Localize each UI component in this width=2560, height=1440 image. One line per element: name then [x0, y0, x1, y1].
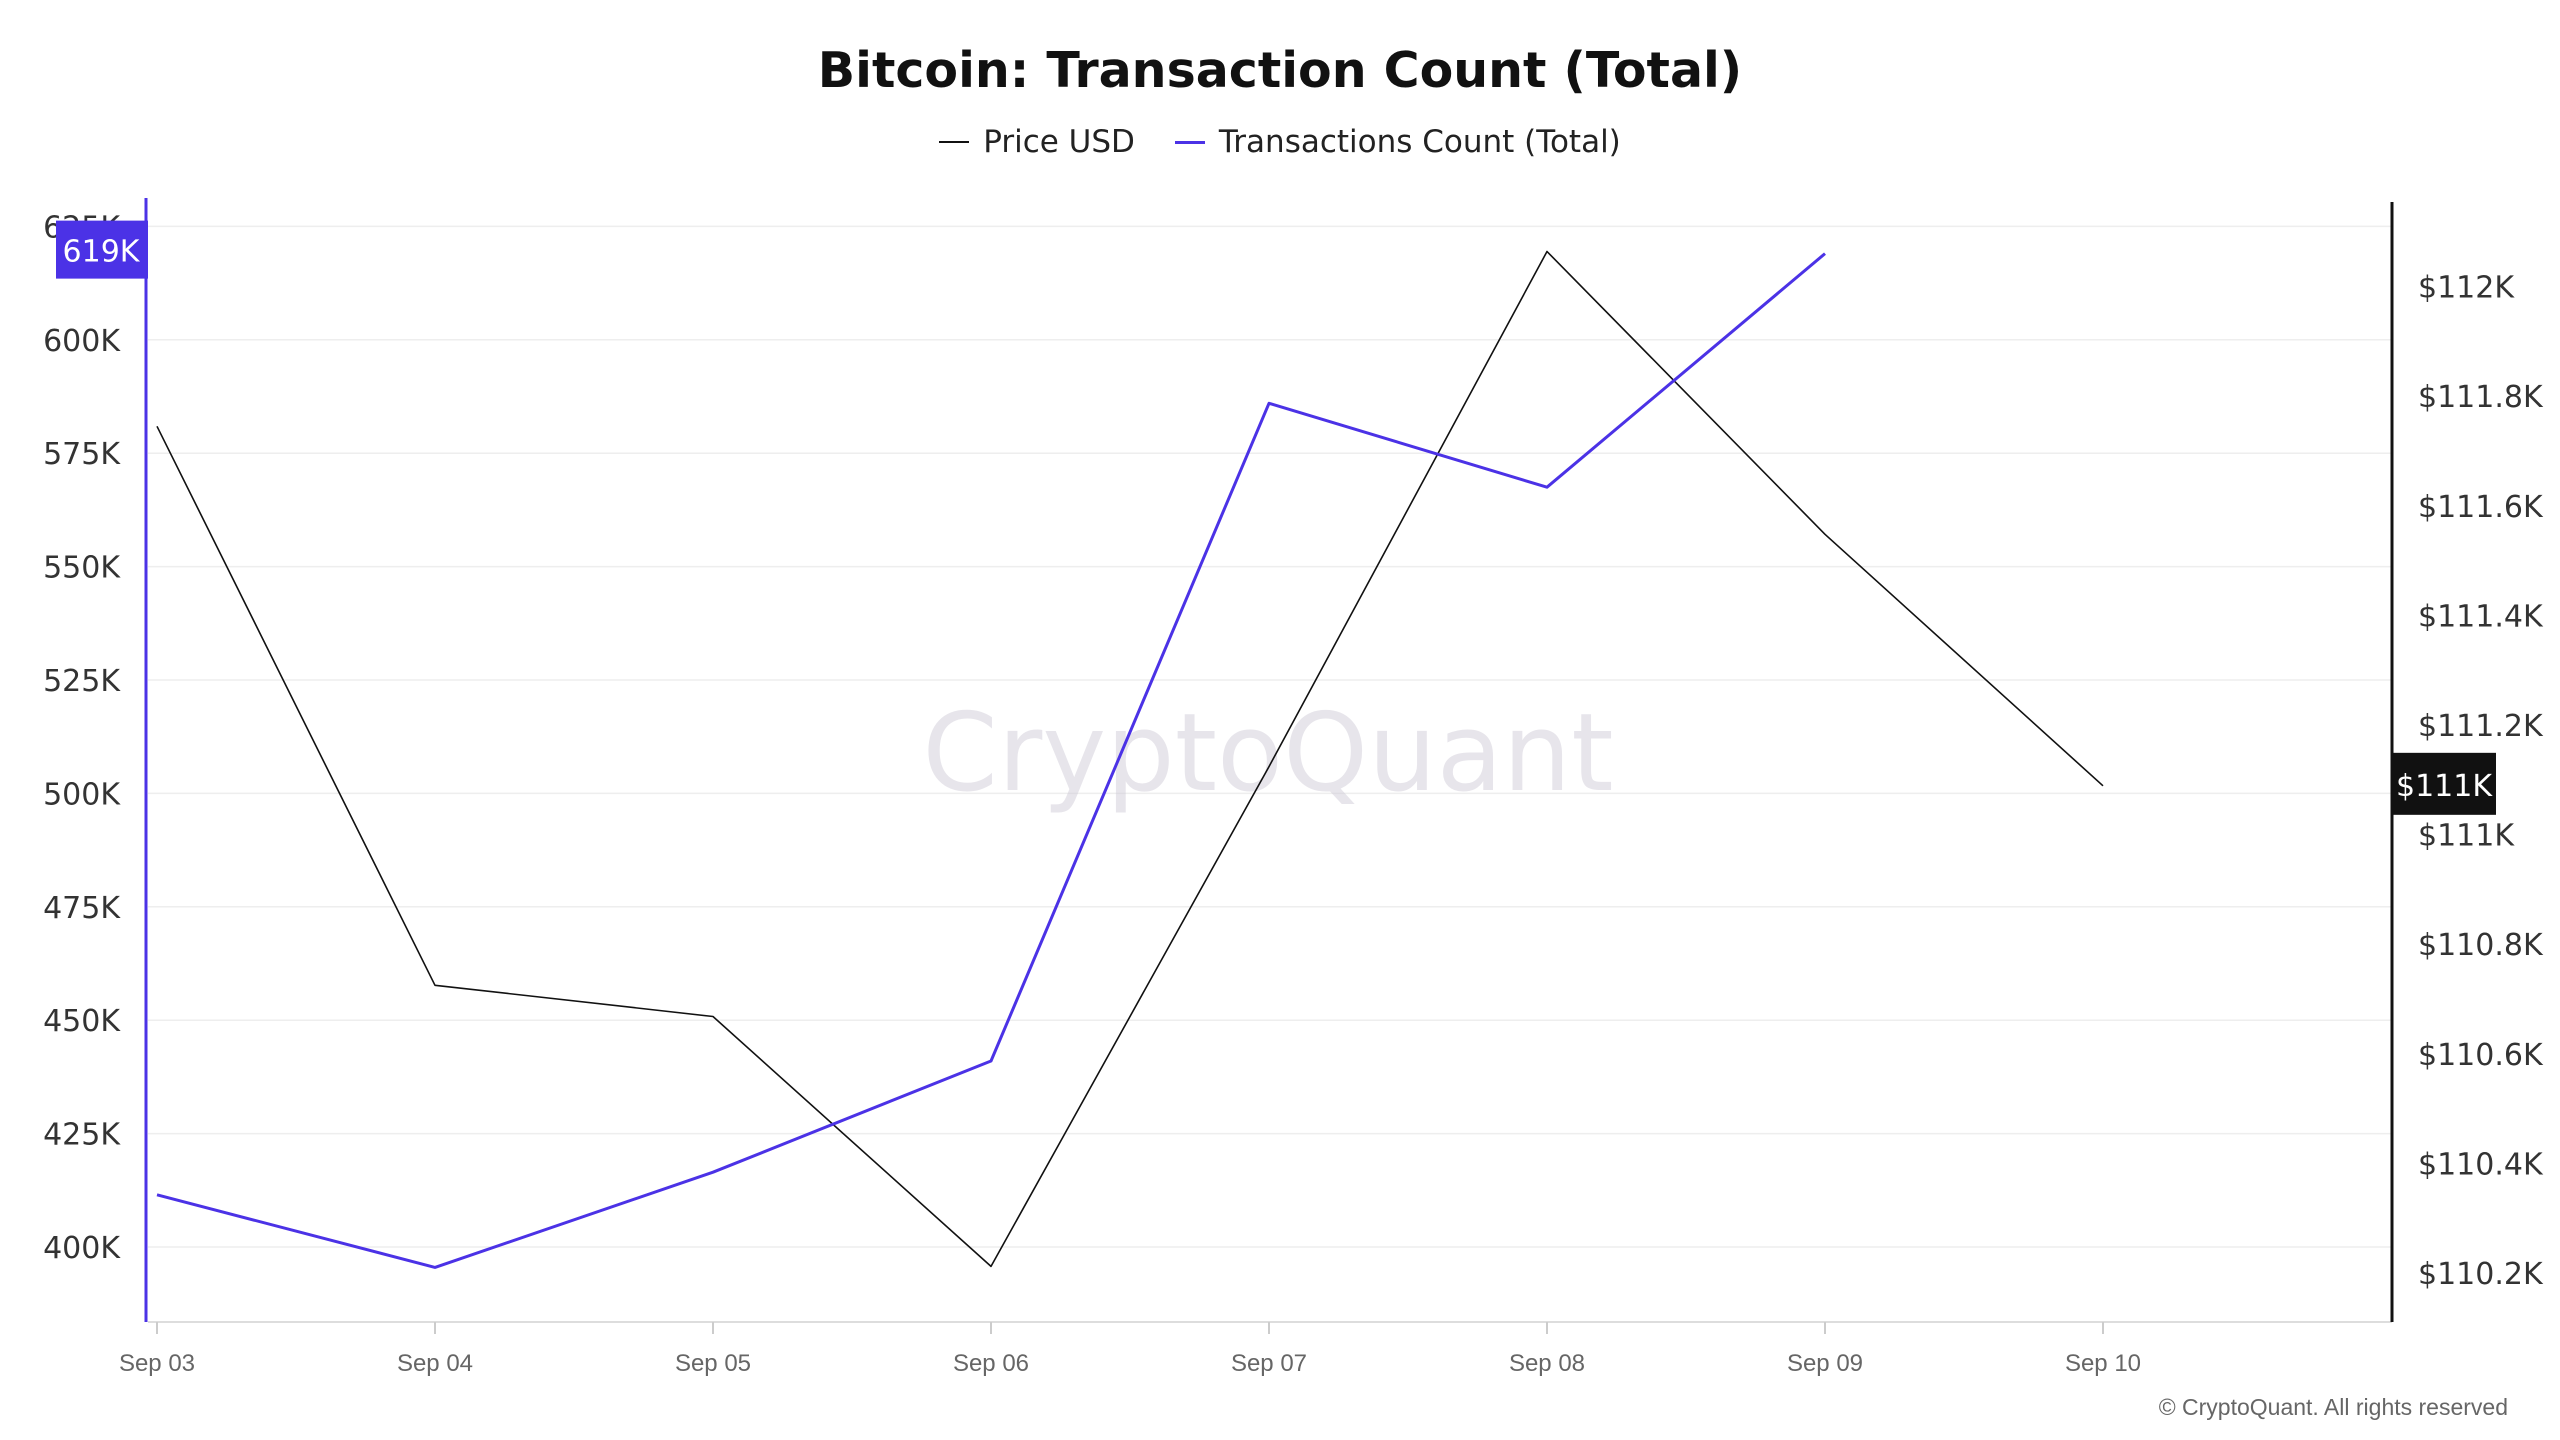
y-right-tick-label: $110.4K: [2418, 1147, 2544, 1182]
y-left-tick-label: 550K: [43, 551, 121, 586]
y-left-tick-label: 400K: [43, 1231, 121, 1266]
y-right-tick-label: $110.6K: [2418, 1038, 2544, 1073]
y-right-tick-label: $111.2K: [2418, 709, 2544, 744]
y-right-tick-label: $111K: [2418, 819, 2515, 854]
legend-swatch-transactions: [1174, 140, 1205, 144]
legend-label-transactions: Transactions Count (Total): [1218, 124, 1621, 160]
y-right-tick-label: $111.6K: [2418, 490, 2544, 525]
x-tick-label: Sep 10: [2065, 1350, 2141, 1377]
y-right-current-value-badge: $111K: [2396, 769, 2493, 804]
y-left-tick-label: 450K: [43, 1004, 121, 1039]
x-tick-label: Sep 09: [1787, 1350, 1863, 1377]
y-left-tick-label: 525K: [43, 664, 121, 699]
x-tick-label: Sep 08: [1509, 1350, 1585, 1377]
price-line: [156, 250, 2104, 1268]
chart-title: Bitcoin: Transaction Count (Total): [817, 42, 1743, 99]
x-tick-label: Sep 04: [397, 1350, 473, 1377]
x-tick-label: Sep 03: [119, 1350, 195, 1377]
y-left-current-value-badge-bg: [56, 220, 148, 279]
x-tick-label: Sep 06: [953, 1350, 1029, 1377]
legend-swatch-price: [939, 141, 970, 143]
y-right-current-value-badge-bg: [2392, 752, 2496, 815]
y-left-tick-label: 575K: [43, 437, 121, 472]
copyright-notice: © CryptoQuant. All rights reserved: [2158, 1394, 2508, 1420]
y-right-tick-label: $111.8K: [2418, 380, 2544, 415]
y-right-tick-label: $110.2K: [2418, 1257, 2544, 1292]
y-right-tick-label: $111.4K: [2418, 599, 2544, 634]
y-left-current-value-badge: 619K: [63, 235, 141, 270]
y-left-tick-label: 500K: [43, 777, 121, 812]
y-right-tick-label: $110.8K: [2418, 928, 2544, 963]
legend-label-price: Price USD: [983, 124, 1135, 160]
legend: Price USD Transactions Count (Total): [0, 124, 2560, 160]
y-right-tick-label: $112K: [2418, 271, 2515, 306]
legend-item-transactions[interactable]: Transactions Count (Total): [1174, 124, 1621, 160]
x-tick-label: Sep 05: [675, 1350, 751, 1377]
y-left-tick-label: 600K: [43, 324, 121, 359]
x-tick-label: Sep 07: [1231, 1350, 1307, 1377]
legend-item-price[interactable]: Price USD: [939, 124, 1135, 160]
y-left-tick-label: 425K: [43, 1118, 121, 1153]
y-left-tick-label: 475K: [43, 891, 121, 926]
watermark: CryptoQuant: [922, 691, 1613, 816]
